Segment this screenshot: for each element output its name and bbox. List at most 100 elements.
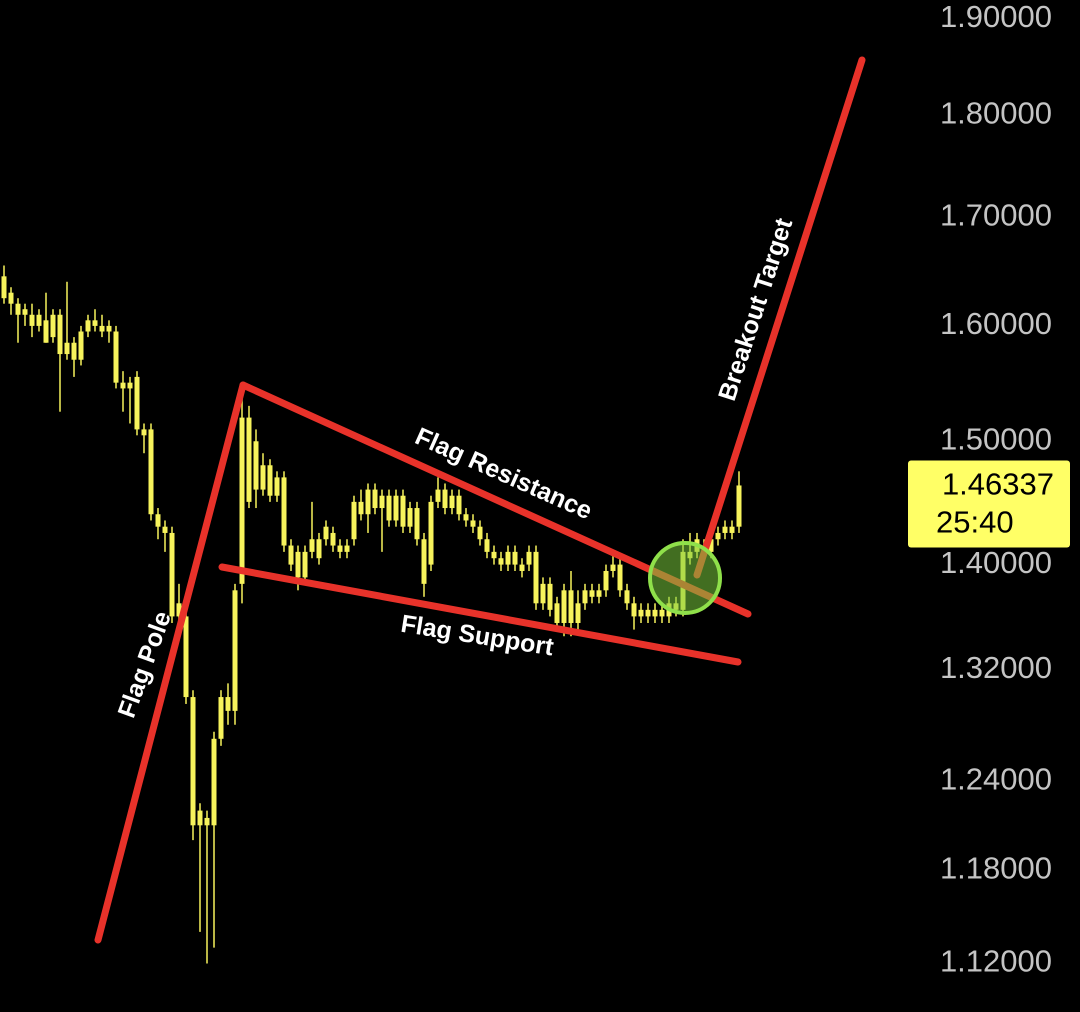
last-price-label: 1.46337 [942, 467, 1054, 502]
candle-body [365, 489, 371, 515]
candle-body [162, 526, 168, 533]
candle-body [421, 539, 427, 584]
candle-body [22, 309, 28, 315]
candle-body [456, 495, 462, 515]
candle-body [309, 539, 315, 552]
candle-body [78, 331, 84, 360]
candle-body [295, 551, 301, 578]
candle-body [64, 342, 70, 355]
candle-body [631, 603, 637, 617]
candle-body [141, 429, 147, 436]
candle-body [610, 564, 616, 571]
candle-body [190, 697, 196, 826]
candle-body [218, 697, 224, 739]
candle-body [43, 320, 49, 343]
candle-body [120, 382, 126, 389]
y-tick-label: 1.60000 [940, 306, 1052, 341]
candle-body [589, 590, 595, 597]
candle-body [134, 376, 140, 430]
candle-body [617, 564, 623, 591]
candle-body [323, 526, 329, 540]
candle-body [169, 532, 175, 617]
y-axis: 1.90000 1.80000 1.70000 1.60000 1.50000 1.400… [915, 0, 1052, 979]
candle-body [533, 551, 539, 604]
candle-body [722, 526, 728, 533]
candle-body [512, 551, 518, 565]
candle-body [211, 738, 217, 826]
candle-body [204, 817, 210, 826]
candle-body [246, 417, 252, 502]
y-tick-label: 1.50000 [940, 421, 1052, 456]
candle-body [519, 564, 525, 571]
candle-body [659, 609, 665, 617]
candle-body [106, 325, 112, 332]
candle-body [239, 417, 245, 584]
candle-body [50, 314, 56, 338]
candle-body [344, 545, 350, 552]
candle-body [29, 314, 35, 326]
candle-body [736, 485, 742, 527]
candle-body [372, 489, 378, 509]
candle-body [428, 501, 434, 565]
candle-body [1, 276, 7, 299]
candle-body [267, 465, 273, 496]
candle-body [498, 558, 504, 565]
candle-body [260, 465, 266, 490]
candle-body [477, 526, 483, 540]
y-tick-label: 1.40000 [940, 545, 1052, 580]
last-price-background [908, 460, 1070, 548]
countdown-label: 25:40 [936, 505, 1014, 540]
candle-body [281, 477, 287, 546]
candle-body [183, 616, 189, 698]
y-tick-label: 1.12000 [940, 944, 1052, 979]
candle-body [85, 320, 91, 332]
candle-body [470, 520, 476, 527]
candle-body [638, 609, 644, 617]
candle-body [582, 590, 588, 604]
candle-body [442, 489, 448, 509]
candle-body [337, 545, 343, 552]
candle-body [400, 495, 406, 527]
y-tick-label: 1.70000 [940, 198, 1052, 233]
candle-body [127, 382, 133, 389]
candle-body [358, 501, 364, 515]
candle-body [386, 495, 392, 521]
candle-body [71, 342, 77, 360]
candle-body [155, 514, 161, 527]
candle-body [449, 495, 455, 509]
candle-body [274, 477, 280, 496]
candle-body [113, 331, 119, 383]
candle-body [253, 441, 259, 490]
candle-body [568, 590, 574, 623]
candle-body [148, 429, 154, 515]
flag-pole-line [94, 381, 247, 944]
candle-body [463, 514, 469, 521]
y-tick-label: 1.32000 [940, 650, 1052, 685]
candle-body [197, 810, 203, 826]
candle-body [288, 545, 294, 565]
candle-body [8, 292, 14, 304]
candle-body [36, 314, 42, 326]
candle-body [484, 539, 490, 552]
y-tick-label: 1.90000 [940, 0, 1052, 34]
candle-body [603, 570, 609, 591]
candle-body [302, 551, 308, 578]
candle-body [393, 495, 399, 521]
candle-body [596, 590, 602, 597]
candle-body [92, 320, 98, 326]
candle-body [624, 590, 630, 604]
candle-body [561, 590, 567, 623]
candle-body [526, 551, 532, 565]
candle-body [379, 495, 385, 509]
candle-body [435, 489, 441, 502]
breakout-target-line [693, 56, 866, 579]
candle-body [715, 532, 721, 540]
candle-body [505, 551, 511, 565]
candle-body [407, 508, 413, 527]
flag-support-line [218, 563, 742, 666]
candle-body [652, 609, 658, 617]
candle-body [554, 603, 560, 623]
